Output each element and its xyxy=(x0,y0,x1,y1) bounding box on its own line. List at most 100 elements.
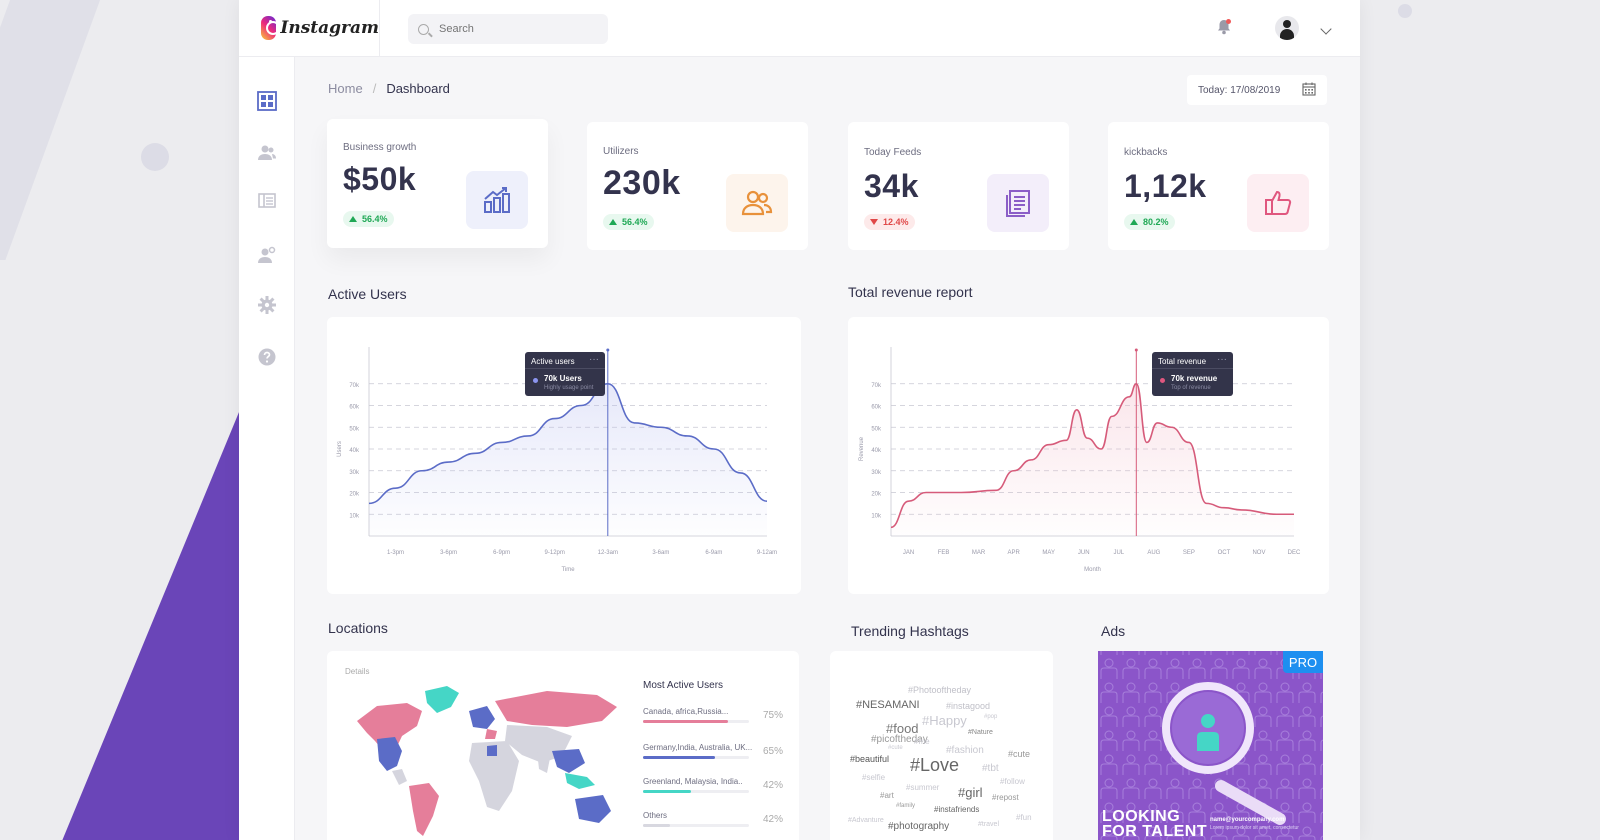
hashtag-item[interactable]: #fun xyxy=(1016,813,1032,822)
active-users-chart: 10k 20k 30k 40k 50k 60k 70k 1-3pm 3-6pm 6-9pm 9-12… xyxy=(337,347,777,573)
hashtag-item[interactable]: #food xyxy=(886,721,919,736)
tooltip-value: 70k revenue xyxy=(1171,374,1218,383)
hashtag-item[interactable]: #cute xyxy=(888,745,903,751)
location-label: Canada, africa,Russia... xyxy=(643,707,729,716)
gear-icon[interactable] xyxy=(257,295,277,315)
breadcrumb-home[interactable]: Home xyxy=(328,81,363,96)
background-dot xyxy=(141,143,169,171)
y-tick-label: 60k xyxy=(871,405,882,411)
cursor-dot xyxy=(606,348,610,352)
x-axis-label: Time xyxy=(561,567,575,573)
hashtag-item[interactable]: #cute xyxy=(1008,749,1031,759)
location-percent: 42% xyxy=(762,814,783,825)
section-title-ads: Ads xyxy=(1101,623,1126,639)
stat-value: $50k xyxy=(343,161,417,197)
hashtag-item[interactable]: #me xyxy=(914,737,930,746)
stat-value: 34k xyxy=(864,168,919,204)
hashtag-item[interactable]: #Nature xyxy=(968,729,993,736)
y-tick-label: 70k xyxy=(349,383,360,389)
hashtag-item[interactable]: #Love xyxy=(910,755,960,775)
hashtag-item[interactable]: #Photooftheday xyxy=(908,685,972,695)
hashtag-item[interactable]: #pop xyxy=(984,714,998,720)
users-icon[interactable] xyxy=(257,143,277,163)
y-tick-label: 30k xyxy=(349,470,360,476)
y-tick-label: 10k xyxy=(871,513,882,519)
locations-card: Details Most Active Users xyxy=(327,651,799,840)
stat-card-business-growth[interactable]: Business growth $50k 56.4% xyxy=(327,119,548,248)
section-title-active-users: Active Users xyxy=(328,286,407,302)
instagram-logo-icon xyxy=(261,16,281,40)
notification-bell-icon[interactable] xyxy=(1217,19,1231,35)
section-title-revenue: Total revenue report xyxy=(848,284,973,300)
hashtag-item[interactable]: #instafriends xyxy=(934,805,980,814)
stat-icon-box xyxy=(726,174,788,232)
dashboard-window: Instagram xyxy=(239,0,1360,840)
hashtag-item[interactable]: #Advanture xyxy=(848,817,884,824)
chart-growth-icon xyxy=(484,187,510,213)
hashtag-item[interactable]: #follow xyxy=(1000,777,1025,786)
dashboard-grid-icon[interactable] xyxy=(257,91,277,111)
stat-card-utilizers[interactable]: Utilizers 230k 56.4% xyxy=(587,122,808,250)
location-progress-bar xyxy=(643,824,670,827)
user-avatar[interactable] xyxy=(1275,16,1299,40)
stat-card-today-feeds[interactable]: Today Feeds 34k 12.4% xyxy=(848,122,1069,250)
stat-card-kickbacks[interactable]: kickbacks 1,12k 80.2% xyxy=(1108,122,1329,250)
world-map[interactable] xyxy=(347,681,627,840)
stat-value: 230k xyxy=(603,164,681,202)
stat-label: Utilizers xyxy=(603,146,639,157)
hashtag-item[interactable]: #girl xyxy=(958,785,983,800)
x-tick-label: MAY xyxy=(1042,550,1055,556)
hashtag-item[interactable]: #travel xyxy=(978,821,1000,828)
series-line xyxy=(890,382,1294,529)
hashtag-item[interactable]: #picoftheday xyxy=(871,734,928,745)
hashtag-item[interactable]: #instagood xyxy=(946,701,991,711)
pro-badge: PRO xyxy=(1283,651,1323,673)
layout-icon[interactable] xyxy=(257,191,277,211)
top-bar: Instagram xyxy=(239,0,1360,57)
y-axis-label: Users xyxy=(337,441,343,457)
y-tick-label: 70k xyxy=(871,383,882,389)
hashtag-item[interactable]: #selfie xyxy=(862,773,886,782)
chevron-down-icon[interactable] xyxy=(1320,23,1332,35)
hashtag-item[interactable]: #repost xyxy=(992,793,1019,802)
user-settings-icon[interactable] xyxy=(257,245,277,265)
y-tick-label: 20k xyxy=(349,492,360,498)
stat-icon-box xyxy=(1247,174,1309,232)
chart-tooltip: Active users ··· 70k Users Highly usage … xyxy=(525,352,605,396)
revenue-chart: 10k 20k 30k 40k 50k 60k 70k JAN FEB MAR APR MAY JUN J… xyxy=(859,347,1301,573)
hashtag-item[interactable]: #summer xyxy=(906,783,940,792)
stat-icon-box xyxy=(987,174,1049,232)
hashtag-item[interactable]: #NESAMANI xyxy=(856,699,920,711)
help-icon[interactable] xyxy=(257,347,277,367)
stat-change-badge: 56.4% xyxy=(343,211,394,227)
hashtag-item[interactable]: #beautiful xyxy=(850,754,890,764)
y-axis-label: Revenue xyxy=(859,436,865,461)
ad-banner[interactable]: PRO LOOKING FOR TALENT name@yourcompany.… xyxy=(1098,651,1323,840)
hashtag-item[interactable]: #Happy xyxy=(922,713,967,728)
hashtag-item[interactable]: #photography xyxy=(888,821,950,832)
hashtag-item[interactable]: #fashion xyxy=(946,745,984,756)
location-label: Greenland, Malaysia, India.. xyxy=(643,777,743,786)
hashtag-item[interactable]: #art xyxy=(880,791,894,800)
section-title-hashtags: Trending Hashtags xyxy=(851,623,969,639)
date-picker[interactable]: Today: 17/08/2019 xyxy=(1187,75,1327,105)
search-input[interactable] xyxy=(437,22,601,36)
search-icon xyxy=(418,23,429,35)
most-active-users-title: Most Active Users xyxy=(643,680,724,691)
brand-logo[interactable]: Instagram xyxy=(239,0,380,56)
calendar-icon xyxy=(1302,82,1316,96)
hashtag-item[interactable]: #tbt xyxy=(982,763,999,774)
search-box[interactable] xyxy=(408,14,608,44)
location-label: Germany,India, Australia, UK... xyxy=(643,743,753,752)
x-tick-label: APR xyxy=(1007,550,1020,556)
x-tick-label: JUN xyxy=(1078,550,1090,556)
stat-icon-box xyxy=(466,171,528,229)
x-tick-label: MAR xyxy=(972,550,986,556)
location-progress-bar xyxy=(643,756,716,759)
series-line xyxy=(368,382,768,505)
location-row: Canada, africa,Russia... 75% xyxy=(643,707,783,723)
hashtag-item[interactable]: #family xyxy=(896,803,916,809)
hashtags-card: #Photooftheday #NESAMANI #instagood #food #H… xyxy=(830,651,1053,840)
y-tick-label: 50k xyxy=(349,426,360,432)
revenue-chart-card: 10k 20k 30k 40k 50k 60k 70k JAN FEB MAR APR MAY JUN J… xyxy=(848,317,1329,594)
